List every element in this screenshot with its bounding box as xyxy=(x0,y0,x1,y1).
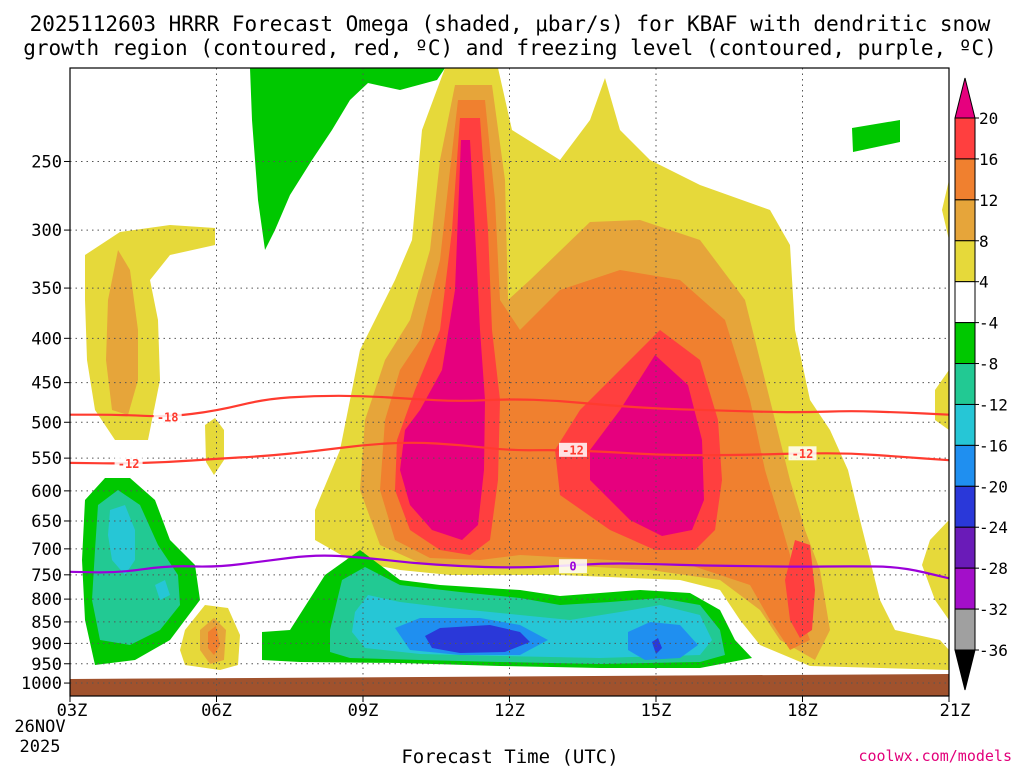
colorbar-bin xyxy=(954,485,976,528)
colorbar-bin xyxy=(954,608,976,651)
y-tick-label: 400 xyxy=(31,329,62,349)
omega-16-to-20 xyxy=(395,118,815,638)
contour-label-background xyxy=(788,446,817,461)
colorbar-bin xyxy=(954,567,976,610)
y-axis-ticks: 2503003504004505005506006507007508008509… xyxy=(21,152,70,694)
colorbar-label: -8 xyxy=(979,355,998,374)
colorbar-label: -24 xyxy=(979,518,1008,537)
x-tick-label: 21Z xyxy=(940,701,971,721)
x-tick-label: 12Z xyxy=(494,701,525,721)
omega-8-to-12-left-lobe xyxy=(106,250,138,415)
omega-minus-12-to-minus-16-left xyxy=(108,505,170,600)
omega-above-20 xyxy=(400,140,704,540)
colorbar-bin-bottom xyxy=(954,649,976,691)
omega-4-to-8-small-06z xyxy=(205,418,224,475)
chart-title-line-1: 2025112603 HRRR Forecast Omega (shaded, … xyxy=(30,12,991,36)
y-tick-label: 800 xyxy=(31,590,62,610)
y-tick-label: 750 xyxy=(31,566,62,586)
colorbar-label: -16 xyxy=(979,436,1008,455)
omega-shading xyxy=(70,68,949,696)
colorbar: 20 16 12 8 4 -4 -8 -12 -16 -20 -24 -28 -32 -36 xyxy=(954,77,1008,691)
colorbar-label: -28 xyxy=(979,559,1008,578)
x-tick-label: 09Z xyxy=(348,701,379,721)
colorbar-bin xyxy=(954,240,976,283)
colorbar-label: 8 xyxy=(979,232,989,251)
x-tick-label: 15Z xyxy=(641,701,672,721)
x-tick-label: 06Z xyxy=(201,701,232,721)
contour-line xyxy=(70,394,950,418)
colorbar-bin xyxy=(954,403,976,446)
contour-label: -18 xyxy=(157,410,179,424)
contour-lines: -18 -12 -12 -12 0 xyxy=(69,394,950,580)
contour-label-background xyxy=(558,559,587,574)
contour-label-background xyxy=(558,442,587,457)
y-tick-label: 950 xyxy=(31,655,62,675)
y-tick-label: 300 xyxy=(31,221,62,241)
colorbar-bin-top xyxy=(954,77,976,119)
colorbar-bin xyxy=(954,281,976,324)
y-tick-label: 900 xyxy=(31,634,62,654)
x-tick-label: 03Z xyxy=(57,701,88,721)
chart-title-line-2: growth region (contoured, red, ºC) and f… xyxy=(23,36,997,60)
colorbar-bin xyxy=(954,117,976,160)
omega-minus-4-to-minus-8-upper-right xyxy=(852,120,900,152)
y-tick-label: 250 xyxy=(31,152,62,172)
colorbar-bin xyxy=(954,158,976,201)
y-tick-label: 500 xyxy=(31,413,62,433)
colorbar-bin xyxy=(954,526,976,569)
y-tick-label: 550 xyxy=(31,449,62,469)
colorbar-label: 12 xyxy=(979,191,998,210)
colorbar-label: -20 xyxy=(979,477,1008,496)
y-tick-label: 350 xyxy=(31,279,62,299)
contour-line xyxy=(69,554,950,580)
y-tick-label: 650 xyxy=(31,512,62,532)
y-tick-label: 700 xyxy=(31,540,62,560)
omega-minus-20-to-minus-24 xyxy=(425,625,662,654)
gridlines xyxy=(70,68,949,696)
colorbar-label: -36 xyxy=(979,641,1008,660)
contour-label: -12 xyxy=(792,447,814,461)
contour-label-background xyxy=(114,456,143,471)
credit-text: coolwx.com/models xyxy=(858,747,1012,765)
plot-area: -18 -12 -12 -12 0 xyxy=(69,67,950,697)
colorbar-label: -12 xyxy=(979,395,1008,414)
omega-12-to-16-lower-06z xyxy=(208,626,220,655)
contour-label: 0 xyxy=(569,560,576,574)
contour-line xyxy=(69,441,950,465)
y-tick-label: 600 xyxy=(31,482,62,502)
x-axis-label: Forecast Time (UTC) xyxy=(401,746,618,768)
colorbar-bin xyxy=(954,363,976,405)
colorbar-label: 16 xyxy=(979,150,998,169)
colorbar-label: 20 xyxy=(979,109,998,128)
y-tick-label: 850 xyxy=(31,613,62,633)
y-tick-label: 1000 xyxy=(21,674,62,694)
omega-4-to-8-right-edge xyxy=(922,180,949,620)
colorbar-label: 4 xyxy=(979,273,989,292)
colorbar-bin xyxy=(954,199,976,242)
x-axis-date-year: 2025 xyxy=(20,737,61,757)
colorbar-label: -4 xyxy=(979,314,998,333)
x-axis-ticks: 03Z 06Z 09Z 12Z 15Z 18Z 21Z xyxy=(57,696,971,721)
colorbar-bin xyxy=(954,322,976,365)
colorbar-label: -32 xyxy=(979,600,1008,619)
x-axis-date-day: 26NOV xyxy=(14,717,65,737)
contour-label-background xyxy=(153,409,182,424)
contour-label: -12 xyxy=(562,443,584,457)
omega-minus-4-to-minus-8-top xyxy=(250,68,445,250)
contour-label: -12 xyxy=(118,457,140,471)
colorbar-bin xyxy=(954,444,976,487)
x-tick-label: 18Z xyxy=(787,701,818,721)
y-tick-label: 450 xyxy=(31,374,62,394)
